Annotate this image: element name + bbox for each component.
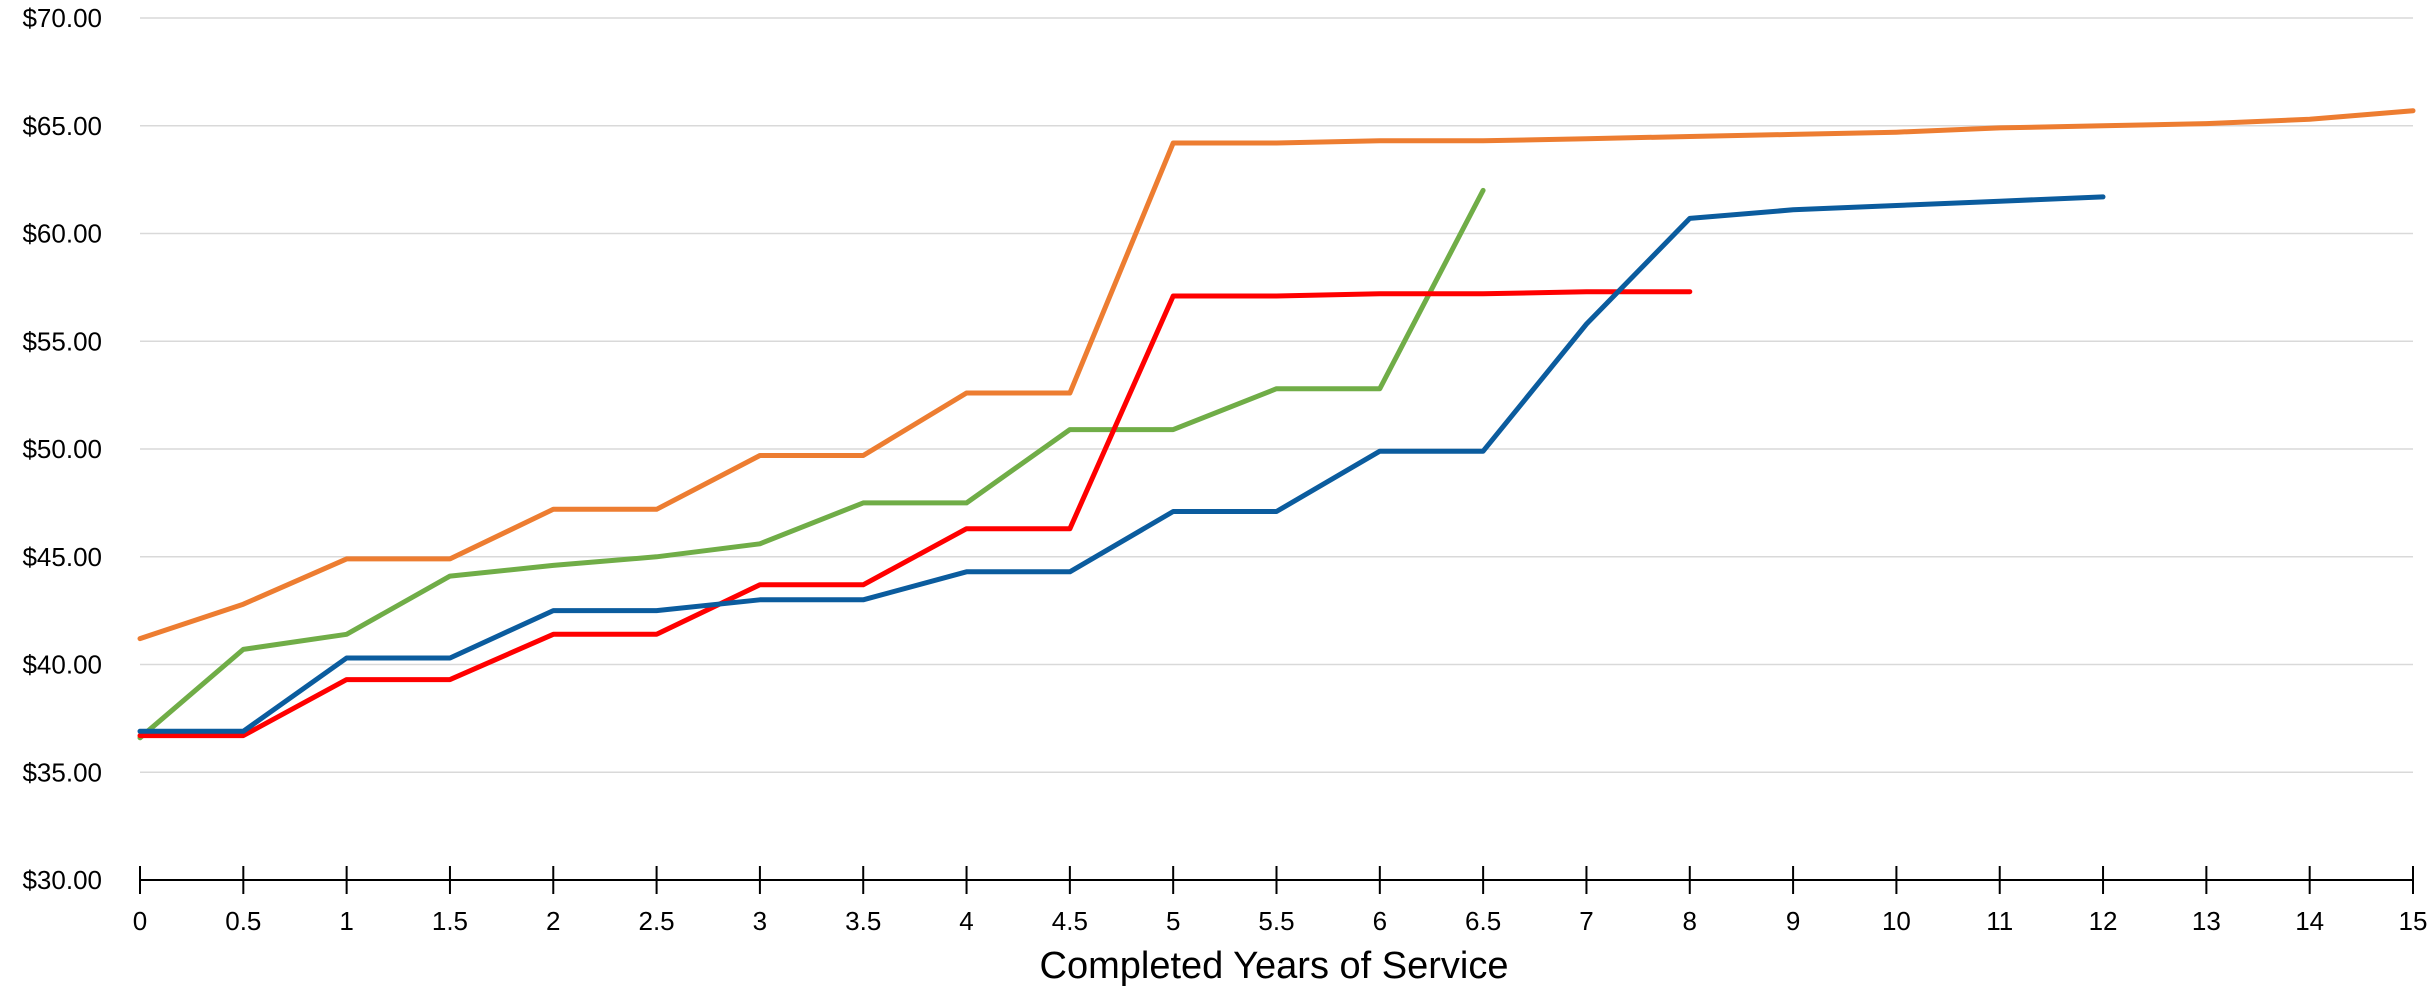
series-lines <box>140 111 2413 738</box>
y-tick-label: $35.00 <box>22 757 102 787</box>
x-tick-label: 3.5 <box>845 906 881 936</box>
y-tick-label: $45.00 <box>22 542 102 572</box>
x-tick-label: 4.5 <box>1052 906 1088 936</box>
y-tick-label: $30.00 <box>22 865 102 895</box>
series-line-1 <box>140 111 2413 639</box>
y-tick-label: $40.00 <box>22 650 102 680</box>
x-tick-label: 0.5 <box>225 906 261 936</box>
x-tick-label: 5 <box>1166 906 1180 936</box>
x-axis-title: Completed Years of Service <box>1040 945 1509 986</box>
y-tick-label: $50.00 <box>22 434 102 464</box>
x-tick-label: 13 <box>2192 906 2221 936</box>
series-line-4 <box>140 197 2103 731</box>
x-axis <box>140 866 2413 894</box>
y-tick-label: $55.00 <box>22 326 102 356</box>
x-tick-label: 5.5 <box>1258 906 1294 936</box>
y-axis-tick-labels: $30.00 $35.00 $40.00 $45.00 $50.00 $55.00 $60.… <box>22 3 102 895</box>
x-tick-label: 6 <box>1373 906 1387 936</box>
x-tick-label: 3 <box>753 906 767 936</box>
x-tick-label: 2.5 <box>639 906 675 936</box>
x-tick-label: 6.5 <box>1465 906 1501 936</box>
x-tick-label: 10 <box>1882 906 1911 936</box>
x-tick-label: 1 <box>339 906 353 936</box>
x-tick-label: 9 <box>1786 906 1800 936</box>
x-tick-label: 1.5 <box>432 906 468 936</box>
x-tick-label: 2 <box>546 906 560 936</box>
gridlines <box>140 18 2413 772</box>
x-axis-tick-labels: 0 0.5 1 1.5 2 2.5 3 3.5 4 4.5 5 5.5 6 6.5 7 8 9 10 11 12 13 1… <box>133 906 2428 936</box>
x-tick-label: 4 <box>959 906 973 936</box>
x-tick-label: 15 <box>2399 906 2428 936</box>
x-tick-label: 12 <box>2089 906 2118 936</box>
x-tick-label: 0 <box>133 906 147 936</box>
x-tick-label: 14 <box>2295 906 2324 936</box>
y-tick-label: $70.00 <box>22 3 102 33</box>
x-tick-label: 11 <box>1986 906 2013 936</box>
x-tick-label: 7 <box>1579 906 1593 936</box>
x-tick-label: 8 <box>1683 906 1697 936</box>
y-tick-label: $65.00 <box>22 111 102 141</box>
series-line-3 <box>140 292 1690 736</box>
series-line-2 <box>140 190 1483 737</box>
y-tick-label: $60.00 <box>22 219 102 249</box>
